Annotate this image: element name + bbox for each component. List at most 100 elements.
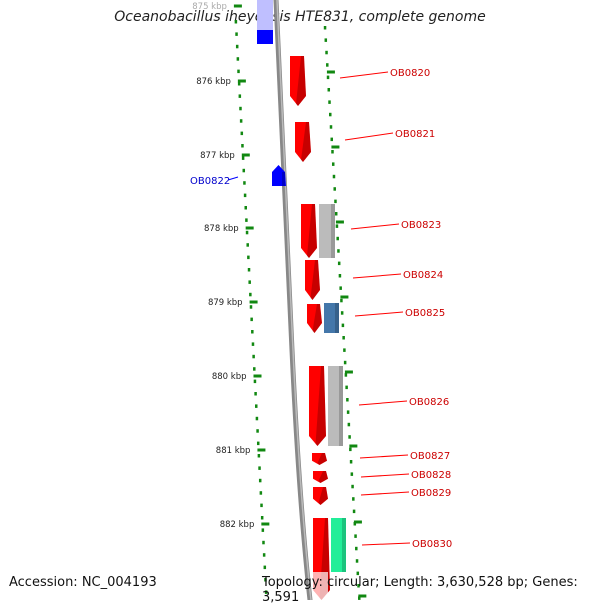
ruler-dot: [350, 472, 354, 476]
ruler-dot: [349, 447, 352, 452]
gene-ob0825-shade: [312, 304, 322, 333]
ruler-dot: [241, 144, 244, 148]
ruler-dot: [262, 540, 265, 545]
ruler-dot: [341, 323, 345, 328]
gene-ob0821-leader: [344, 132, 394, 141]
ruler-dot: [258, 478, 262, 483]
ruler-dot: [247, 268, 251, 272]
feature-green-1-shade: [342, 518, 346, 572]
gene-ob0824: [305, 260, 320, 300]
gene-ob0830-leader: [361, 542, 411, 546]
ruler-dot: [257, 454, 261, 458]
gene-ob0827-label: OB0827: [410, 451, 450, 462]
feature-gray-1-shade: [331, 204, 335, 258]
ruler-tick: [237, 79, 246, 83]
genome-backbone: [273, 0, 313, 600]
ruler-dot: [327, 88, 331, 92]
ruler-tick: [253, 374, 262, 378]
ruler-dot: [347, 422, 351, 427]
ruler-dot: [334, 212, 338, 216]
gene-ob0826: [309, 366, 326, 446]
ruler-tick: [358, 594, 367, 598]
ruler-dot: [254, 392, 257, 396]
ruler-dot: [250, 317, 253, 322]
ruler-dot: [244, 206, 247, 210]
ruler-dot: [336, 236, 339, 241]
genome-title: Oceanobacillus iheyensis HTE831, complet…: [114, 9, 486, 25]
gene-ob0828: [313, 471, 328, 483]
ruler-dot: [260, 503, 263, 508]
gene-ob0824-label: OB0824: [403, 270, 443, 281]
gene-ob0824-body: [305, 260, 320, 300]
ruler-dot: [335, 224, 339, 228]
ruler-label: 878 kbp: [204, 224, 239, 234]
ruler-label: 881 kbp: [216, 446, 251, 456]
gene-ob0830-label: OB0830: [412, 539, 452, 550]
ruler-dot: [255, 416, 259, 421]
ruler-dot: [245, 218, 248, 222]
ruler-dot: [348, 435, 351, 439]
gene-ob0822-label: OB0822: [190, 176, 230, 187]
feature-steel-1: [324, 303, 339, 333]
gene-ob0821: [295, 122, 311, 162]
ruler-tick: [249, 300, 258, 304]
ruler-dot: [255, 404, 258, 408]
ruler-dot: [358, 596, 361, 600]
ruler-tick: [326, 70, 335, 74]
gene-ob0827-body: [312, 453, 327, 465]
ruler-dot: [329, 112, 332, 117]
ruler-dot: [334, 199, 337, 204]
ruler-dot: [337, 261, 341, 266]
feature-gray-2: [328, 366, 343, 446]
ruler-dot: [251, 342, 255, 346]
ruler-dot: [234, 20, 238, 24]
ruler-tick: [245, 226, 254, 230]
gene-ob0821-label: OB0821: [395, 129, 435, 140]
ruler-dot: [243, 181, 246, 185]
ruler-dot: [352, 497, 355, 501]
ruler-label: 876 kbp: [196, 77, 231, 87]
ruler-dot: [346, 410, 350, 414]
ruler-dot: [351, 484, 354, 489]
gene-ob0827: [312, 453, 327, 465]
ruler-tick: [233, 4, 242, 8]
ruler-dot: [345, 385, 348, 390]
ruler-dot: [338, 274, 342, 278]
gene-ob0824-leader: [352, 273, 402, 279]
ruler-dot: [248, 280, 251, 284]
ruler-dot: [236, 57, 240, 61]
feature-green-1: [331, 518, 346, 572]
ruler-tick: [349, 444, 358, 448]
gene-ob0823-shade: [307, 204, 317, 258]
gene-ob0826-label: OB0826: [409, 397, 449, 408]
ruler-label: 879 kbp: [208, 298, 243, 308]
ruler-dot: [342, 336, 345, 340]
ruler-dot: [259, 491, 263, 495]
gene-ob0829-shade: [318, 487, 328, 505]
ruler-dot: [328, 100, 331, 104]
ruler-dot: [237, 69, 240, 74]
ruler-label: 875 kbp: [192, 2, 227, 12]
ruler-dot: [331, 162, 335, 166]
ruler-tick: [241, 153, 250, 157]
ruler-label: 882 kbp: [220, 520, 255, 530]
ruler-dot: [330, 137, 333, 142]
ruler-dot: [353, 522, 357, 526]
ruler-dot: [245, 230, 249, 235]
gene-partial-top-fade: [257, 0, 273, 30]
ruler-tick: [331, 145, 340, 149]
ruler-dot: [264, 578, 267, 582]
ruler-dot: [256, 441, 260, 446]
ruler-dot: [251, 330, 254, 334]
feature-gray-2-shade: [339, 366, 343, 446]
gene-ob0827-leader: [359, 454, 409, 459]
gene-ob0825: [307, 304, 322, 333]
gene-ob0824-shade: [310, 260, 320, 300]
gene-ob0821-body: [295, 122, 311, 162]
ruler-dot: [343, 360, 347, 365]
gene-ob0826-shade: [315, 366, 326, 446]
gene-ob0821-shade: [301, 122, 311, 162]
gene-ob0822-shade: [282, 172, 285, 186]
ruler-dot: [258, 466, 261, 470]
ruler-dot: [262, 553, 266, 557]
